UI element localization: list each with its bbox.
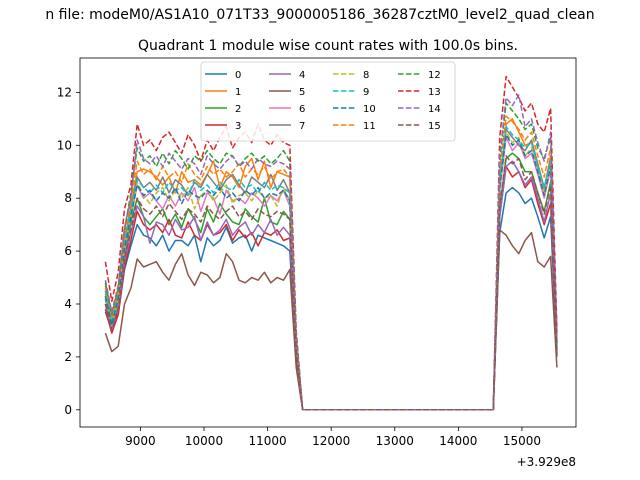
series-layer [104, 75, 558, 411]
x-tick-label: 13000 [376, 434, 414, 448]
legend-label-7: 7 [299, 121, 305, 132]
legend-label-15: 15 [428, 121, 441, 132]
y-tick-label: 12 [57, 85, 72, 99]
legend-label-2: 2 [235, 104, 241, 115]
figure-suptitle: n file: modeM0/AS1A10_071T33_9000005186_… [45, 7, 594, 23]
series-line-11 [104, 115, 558, 411]
legend-label-8: 8 [363, 70, 369, 81]
axis-layer: 9000 10000 11000 12000 13000 14000 15000 0 2 4 6 8 1… [57, 85, 541, 448]
legend-label-6: 6 [299, 104, 305, 115]
legend-label-1: 1 [235, 87, 241, 98]
y-tick-label: 4 [64, 297, 72, 311]
x-tick-label: 11000 [248, 434, 286, 448]
y-tick-label: 2 [64, 350, 72, 364]
y-tick-label: 8 [64, 191, 72, 205]
legend-label-9: 9 [363, 87, 369, 98]
legend-label-10: 10 [363, 104, 376, 115]
x-tick-label: 9000 [125, 434, 156, 448]
plot-frame [79, 57, 577, 428]
x-tick-label: 14000 [439, 434, 477, 448]
x-tick-label: 10000 [185, 434, 223, 448]
series-line-10 [104, 133, 558, 411]
series-line-6 [104, 136, 558, 411]
series-line-1 [104, 118, 558, 411]
legend-label-4: 4 [299, 70, 305, 81]
series-line-5 [104, 229, 558, 411]
legend-box [200, 61, 456, 142]
series-line-15 [104, 155, 558, 411]
series-line-12 [104, 102, 558, 411]
y-tick-label: 0 [64, 403, 72, 417]
legend-label-3: 3 [235, 121, 241, 132]
x-offset-label: +3.929e8 [517, 455, 576, 469]
legend-label-14: 14 [428, 104, 441, 115]
legend-label-13: 13 [428, 87, 441, 98]
series-line-3 [104, 165, 558, 411]
y-tick-label: 10 [57, 138, 72, 152]
legend-label-11: 11 [363, 121, 376, 132]
y-tick-label: 6 [64, 244, 72, 258]
legend-label-12: 12 [428, 70, 441, 81]
legend-label-5: 5 [299, 87, 305, 98]
x-tick-label: 15000 [503, 434, 541, 448]
series-line-7 [104, 128, 558, 411]
series-line-2 [104, 152, 558, 411]
chart-title: Quadrant 1 module wise count rates with … [138, 38, 518, 54]
x-tick-label: 12000 [312, 434, 350, 448]
legend-label-0: 0 [235, 70, 241, 81]
series-line-14 [104, 94, 558, 411]
